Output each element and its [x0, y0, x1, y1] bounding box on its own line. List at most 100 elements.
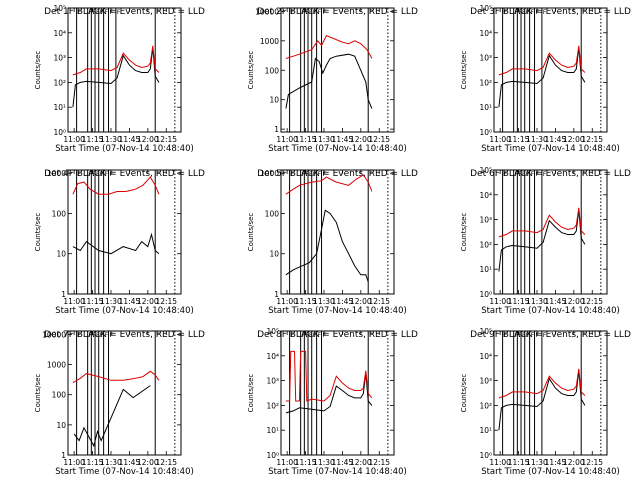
time-marker-flag: F	[117, 9, 121, 16]
y-tick-label: 10⁴	[479, 191, 492, 200]
y-tick-label: 10000	[255, 7, 279, 16]
y-tick-label: 10⁵	[479, 4, 492, 13]
time-marker-flag: F	[156, 9, 160, 16]
y-tick-label: 10⁴	[479, 352, 492, 361]
time-marker-flag: F	[96, 332, 100, 339]
x-tick-label: 12:15	[155, 135, 177, 144]
x-tick-label: 12:15	[155, 297, 177, 306]
y-tick-label: 10⁵	[479, 166, 492, 175]
time-marker-flag: F	[526, 332, 530, 339]
time-marker-flag: F	[543, 9, 547, 16]
x-tick-label: 11:30	[313, 135, 335, 144]
time-marker-flag: F	[302, 9, 306, 16]
x-tick-label: 12:00	[350, 135, 372, 144]
y-tick-label: 1	[61, 451, 66, 460]
time-marker-flag: F	[526, 9, 530, 16]
detector-panel-2: Det 2F BLACK = Events, RED = LLD11:0011:…	[247, 7, 418, 154]
x-tick-label: 11:00	[489, 458, 511, 467]
time-marker-flag: F	[305, 9, 309, 16]
time-marker-flag: F	[522, 171, 526, 178]
series-line-events	[285, 209, 369, 283]
x-tick-label: 12:00	[137, 458, 159, 467]
series-group	[285, 34, 373, 109]
x-axis-label: Start Time (07-Nov-14 10:48:40)	[481, 467, 620, 477]
x-axis-label: Start Time (07-Nov-14 10:48:40)	[268, 467, 407, 477]
time-marker-flag: F	[291, 9, 295, 16]
time-marker-flag: F	[78, 332, 82, 339]
time-marker-flag: F	[526, 171, 530, 178]
time-marker-flag: F	[531, 171, 535, 178]
plot-frame	[493, 169, 608, 295]
panel-title: Det 4F BLACK = Events, RED = LLD	[44, 169, 205, 179]
y-tick-label: 100	[265, 209, 280, 218]
series-group	[72, 176, 160, 255]
plot-frame	[67, 7, 182, 133]
plot-frame	[67, 169, 182, 295]
time-marker-flag: F	[522, 332, 526, 339]
y-tick-label: 10¹	[53, 103, 66, 112]
x-tick-label: 11:00	[276, 458, 298, 467]
x-tick-label: 11:45	[332, 458, 354, 467]
plot-frame	[493, 7, 608, 133]
y-tick-label: 10¹	[479, 103, 492, 112]
y-axis-label: Counts/sec	[247, 213, 255, 252]
time-marker-flag: F	[302, 332, 306, 339]
time-marker-flag: F	[302, 171, 306, 178]
x-tick-label: 12:15	[581, 458, 603, 467]
y-axis-label: Counts/sec	[460, 51, 468, 90]
time-marker-flag: F	[543, 171, 547, 178]
y-tick-label: 10²	[479, 401, 492, 410]
x-tick-label: 12:00	[137, 135, 159, 144]
time-marker-flag: F	[515, 9, 519, 16]
series-line-lld	[285, 174, 373, 195]
time-marker-flag: F	[582, 171, 586, 178]
time-marker-flag: F	[313, 332, 317, 339]
x-tick-label: 12:00	[350, 297, 372, 306]
time-marker-flag: F	[92, 171, 96, 178]
x-tick-label: 11:30	[313, 297, 335, 306]
series-line-events	[72, 47, 160, 108]
x-tick-label: 11:30	[100, 458, 122, 467]
y-axis-label: Counts/sec	[247, 374, 255, 413]
time-marker-flag: F	[309, 171, 313, 178]
time-marker-flag: F	[318, 171, 322, 178]
y-tick-label: 1000	[260, 169, 279, 178]
plot-frame	[280, 169, 395, 295]
y-tick-label: 1	[274, 290, 279, 299]
x-tick-label: 12:15	[155, 458, 177, 467]
time-marker-flag: F	[323, 332, 327, 339]
x-tick-label: 11:00	[276, 297, 298, 306]
time-marker-flag: F	[92, 9, 96, 16]
y-tick-label: 10⁵	[479, 327, 492, 336]
time-marker-flag: F	[305, 171, 309, 178]
time-marker-flag: F	[543, 332, 547, 339]
series-line-lld	[72, 176, 160, 195]
x-axis-label: Start Time (07-Nov-14 10:48:40)	[481, 144, 620, 154]
time-marker-flag: F	[96, 9, 100, 16]
time-marker-flag: F	[504, 171, 508, 178]
time-marker-flag: F	[582, 9, 586, 16]
time-marker-flag: F	[536, 332, 540, 339]
x-tick-label: 11:15	[82, 135, 104, 144]
y-tick-label: 10	[269, 250, 279, 259]
x-tick-label: 12:00	[563, 297, 585, 306]
time-marker-flag: F	[582, 332, 586, 339]
y-tick-label: 1000	[260, 37, 279, 46]
y-axis-label: Counts/sec	[34, 213, 42, 252]
time-marker-flag: F	[105, 9, 109, 16]
time-marker-flag: F	[78, 9, 82, 16]
x-tick-label: 11:15	[82, 458, 104, 467]
x-axis-label: Start Time (07-Nov-14 10:48:40)	[55, 306, 194, 316]
y-tick-label: 10⁴	[479, 29, 492, 38]
time-marker-flag: F	[78, 171, 82, 178]
time-marker-flag: F	[110, 332, 114, 339]
y-tick-label: 1	[274, 125, 279, 134]
time-marker-flag: F	[323, 171, 327, 178]
x-tick-label: 11:45	[545, 297, 567, 306]
x-tick-label: 11:00	[63, 135, 85, 144]
time-marker-flag: F	[369, 171, 373, 178]
y-tick-label: 10⁰	[479, 290, 492, 299]
x-axis-label: Start Time (07-Nov-14 10:48:40)	[55, 467, 194, 477]
series-line-events	[498, 47, 586, 108]
series-line-lld	[498, 45, 586, 76]
